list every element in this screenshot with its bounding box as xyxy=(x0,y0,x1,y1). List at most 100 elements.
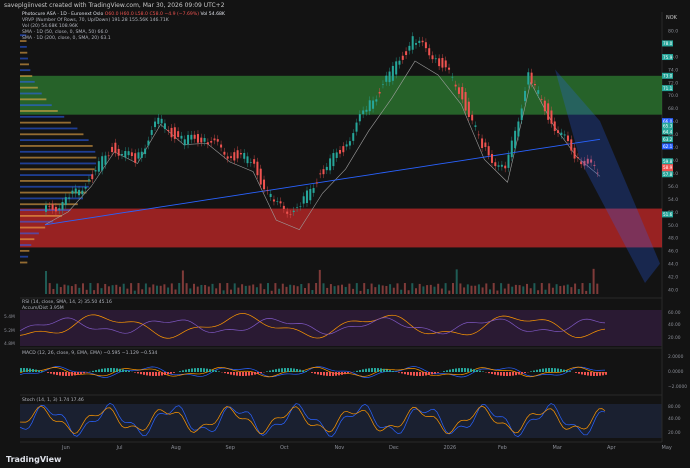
rsi-title[interactable]: RSI (14, close, SMA, 14, 2) 35.50 45.16 xyxy=(22,300,112,305)
vol20-legend[interactable]: Vol (20) 54.68K 108.96K xyxy=(22,24,78,29)
volume-bar xyxy=(555,284,558,294)
symbol-legend[interactable]: Photocure ASA · 1D · Euronext Oslo O60.0… xyxy=(22,12,225,18)
macd-histogram-bar xyxy=(134,372,136,373)
candle-body xyxy=(243,152,246,159)
candle-body xyxy=(378,91,381,94)
sma200-legend[interactable]: SMA · 1D (200, close, 0, SMA, 20) 63.1 xyxy=(22,36,111,41)
macd-histogram-bar xyxy=(602,372,604,376)
macd-histogram-bar xyxy=(338,372,340,376)
candle-body xyxy=(45,205,47,212)
volume-profile-bar xyxy=(20,139,89,142)
macd-histogram-bar xyxy=(248,372,250,376)
price-badge-label: 73.0 xyxy=(663,74,673,79)
candle-body xyxy=(398,60,401,65)
macd-histogram-bar xyxy=(416,372,418,376)
macd-histogram-bar xyxy=(122,369,124,372)
candle-body xyxy=(381,84,384,85)
candle-body xyxy=(596,172,599,174)
candle-body xyxy=(372,100,375,109)
candle-body xyxy=(454,84,457,87)
candle-body xyxy=(365,109,368,112)
volume-bar xyxy=(70,286,73,294)
macd-histogram-bar xyxy=(389,370,391,372)
candle-body xyxy=(216,139,219,142)
macd-histogram-bar xyxy=(386,369,388,372)
volume-profile-bar xyxy=(20,69,31,72)
macd-histogram-bar xyxy=(56,372,58,376)
volume-profile-bar xyxy=(20,232,39,235)
y-tick-label: 58.0 xyxy=(668,171,678,177)
candle-body xyxy=(457,87,460,94)
candle-body xyxy=(101,156,104,171)
candle-body xyxy=(206,142,209,145)
volume-bar xyxy=(481,287,484,294)
volume-bar xyxy=(581,283,584,294)
candle-body xyxy=(471,114,474,121)
candle-body xyxy=(81,190,84,195)
ad-line xyxy=(19,313,606,339)
macd-histogram-bar xyxy=(158,372,160,376)
candle-body xyxy=(411,36,414,50)
x-axis-label: May xyxy=(662,445,672,451)
x-axis-label: Dec xyxy=(389,445,399,451)
candle-body xyxy=(84,187,87,189)
ad-title[interactable]: Accum/Dist 3.95M xyxy=(22,306,64,311)
volume-bar xyxy=(207,286,210,294)
candle-body xyxy=(573,147,576,159)
macd-histogram-bar xyxy=(512,372,514,376)
sma50-legend[interactable]: SMA · 1D (50, close, 0, SMA, 50) 66.0 xyxy=(22,30,108,35)
candle-body xyxy=(296,207,299,208)
macd-histogram-bar xyxy=(128,370,130,372)
macd-histogram-bar xyxy=(140,372,142,375)
macd-histogram-bar xyxy=(83,372,85,374)
volume-bar xyxy=(300,284,303,294)
volume-profile-bar xyxy=(20,150,96,153)
candle-body xyxy=(322,169,325,175)
candle-body xyxy=(395,61,398,75)
vrvp-legend[interactable]: VRVP (Number Of Rows, 70, Up/Down) 191.2… xyxy=(22,18,169,23)
candle-body xyxy=(226,156,229,159)
macd-histogram-bar xyxy=(443,371,445,372)
ohlc-values: O60.0 H60.0 L58.0 C58.0 −4.9 (−7.69%) xyxy=(104,12,199,17)
y-tick-label: 46.0 xyxy=(668,249,678,255)
x-axis-label: Mar xyxy=(553,445,563,451)
candle-body xyxy=(593,164,596,166)
macd-histogram-bar xyxy=(560,369,562,372)
volume-profile-bar xyxy=(20,121,71,124)
indicator-tick-label: 20.00 xyxy=(668,335,681,341)
candle-body xyxy=(580,161,583,165)
stoch-title[interactable]: Stoch (14, 1, 3) 1.74 17.46 xyxy=(22,398,84,403)
x-axis-label: Apr xyxy=(607,445,617,451)
volume-bar xyxy=(492,283,495,294)
candle-body xyxy=(272,199,275,202)
macd-histogram-bar xyxy=(287,368,289,372)
macd-title[interactable]: MACD (12, 26, close, 9, EMA, EMA) −0.595… xyxy=(22,351,158,356)
macd-histogram-bar xyxy=(455,368,457,372)
macd-histogram-bar xyxy=(59,372,61,376)
candle-body xyxy=(418,40,421,44)
macd-histogram-bar xyxy=(326,372,328,376)
macd-histogram-bar xyxy=(290,368,292,372)
macd-histogram-bar xyxy=(101,368,103,372)
macd-histogram-bar xyxy=(203,368,205,372)
volume-bar xyxy=(400,289,403,294)
sma200-line xyxy=(44,138,601,226)
candle-body xyxy=(461,87,464,100)
price-badge xyxy=(662,54,673,61)
candle-body xyxy=(230,156,232,158)
indicator-tick-label: 2.0000 xyxy=(668,354,684,360)
volume-bar xyxy=(263,289,266,294)
macd-histogram-bar xyxy=(557,368,559,372)
volume-bar xyxy=(333,286,336,294)
macd-histogram-bar xyxy=(548,368,550,372)
volume-bar xyxy=(244,285,247,294)
candle-body xyxy=(481,138,484,148)
macd-histogram-bar xyxy=(533,370,535,372)
candle-body xyxy=(467,101,470,117)
macd-histogram-bar xyxy=(494,372,496,375)
symbol-name: Photocure ASA · 1D · Euronext Oslo xyxy=(22,12,104,17)
macd-histogram-bar xyxy=(77,372,79,375)
price-badge xyxy=(662,40,673,47)
candle-body xyxy=(520,108,523,120)
